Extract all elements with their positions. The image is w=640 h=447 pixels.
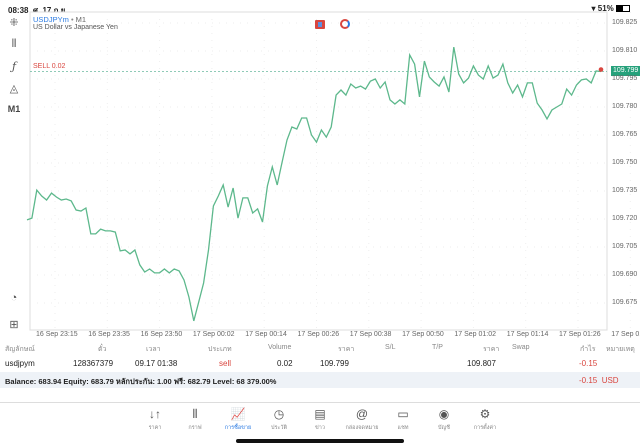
add-window-icon[interactable]: ⊞ [9,319,19,331]
crosshair-icon[interactable]: ⁜ [9,17,19,29]
flag-icon [315,20,325,29]
home-indicator [236,439,404,443]
tab-label: บัญชี [438,425,450,431]
tab-9[interactable]: ⚙ การตั้งค่า [465,407,505,432]
total-profit: -0.15 USD [579,376,619,385]
y-tick-label: 109.765 [612,131,638,138]
header-price: ราคา [483,346,500,353]
y-tick-label: 109.825 [612,19,638,26]
cell-symbol: usdjpym [5,359,35,368]
header-tp: T/P [432,344,443,351]
header-ticket: ตั๋ว [98,346,107,353]
tab-icon: ◷ [273,407,285,421]
tab-2[interactable]: ⫴ กราฟ [175,407,215,432]
cell-profit: -0.15 [579,359,598,368]
price-chart[interactable] [0,0,640,340]
header-volume: Volume [268,344,292,351]
y-tick-label: 109.720 [612,215,638,222]
header-type: ประเภท [208,346,232,353]
current-price-label: 109.799 [611,66,640,76]
tab-label: ราคา [148,425,162,431]
header-time: เวลา [146,346,161,353]
balance-row: Balance: 683.94 Equity: 683.79 หลักประกั… [0,372,640,388]
x-tick-label: 17 Sep 01:38 [611,331,640,338]
tab-8[interactable]: ◉ บัญชี [424,407,464,432]
cell-price: 109.807 [467,359,496,368]
tab-7[interactable]: ▭ แชท [383,407,423,432]
x-tick-label: 17 Sep 01:02 [454,331,497,338]
y-tick-label: 109.780 [612,103,638,110]
tab-icon: ⚙ [479,407,491,421]
cell-type: sell [219,359,232,368]
cell-ticket: 128367379 [73,359,114,368]
tab-icon: ▭ [397,407,409,421]
x-tick-label: 16 Sep 23:15 [36,331,78,338]
y-tick-label: 109.705 [612,243,638,250]
tab-label: ประวัติ [270,425,288,431]
objects-icon[interactable]: ◬ [9,83,19,95]
last-price-marker [598,67,604,72]
x-tick-label: 17 Sep 00:38 [349,331,392,338]
x-tick-label: 17 Sep 01:26 [559,331,601,338]
y-tick-label: 109.795 [612,75,638,82]
x-tick-label: 17 Sep 00:26 [297,331,340,338]
status-battery: ▾ 51% [592,4,630,13]
tab-label: การตั้งค่า [473,425,497,431]
tab-label: แชท [397,425,409,431]
header-profit: กำไร [580,346,596,353]
tab-5[interactable]: ▤ ข่าว [300,407,340,432]
x-tick-label: 17 Sep 01:14 [506,331,549,338]
cell-volume: 0.02 [277,359,293,368]
order-line-label: SELL 0.02 [33,63,66,70]
status-time: 08:38 ศ. 17 ก.ย. [8,6,68,15]
tab-label: การซื้อขาย [224,425,252,431]
y-tick-label: 109.690 [612,271,638,278]
chart-frame [29,11,608,331]
x-tick-label: 16 Sep 23:50 [140,331,183,338]
chart-symbol: USDJPYm • M1 [33,15,87,24]
cell-open-price: 109.799 [320,359,349,368]
tab-icon: @ [355,407,369,421]
header-swap: Swap [512,344,530,351]
tab-icon: 📈 [230,407,246,421]
y-tick-label: 109.810 [612,47,638,54]
candlestick-icon[interactable]: ⫴ [11,38,17,50]
x-tick-label: 17 Sep 00:50 [402,331,444,338]
tab-label: กราฟ [188,425,202,431]
tab-3[interactable]: 📈 การซื้อขาย [218,407,258,432]
y-tick-label: 109.750 [612,159,638,166]
tab-bar-divider [0,402,640,403]
header-symbol: สัญลักษณ์ [5,346,35,353]
y-tick-label: 109.675 [612,299,638,306]
timeframe-button[interactable]: M1 [7,104,21,114]
tab-6[interactable]: @ กล่องจดหมาย [342,407,382,432]
tab-1[interactable]: ↓↑ ราคา [135,407,175,432]
tab-icon: ◉ [438,407,450,421]
tab-4[interactable]: ◷ ประวัติ [259,407,299,432]
tab-icon: ↓↑ [149,407,161,421]
balance-text: Balance: 683.94 Equity: 683.79 หลักประกั… [5,377,277,386]
y-tick-label: 109.735 [612,187,638,194]
price-line [26,46,602,322]
chat-check-icon[interactable]: ◔ [10,292,18,304]
chart-description: US Dollar vs Japanese Yen [33,24,118,31]
x-tick-label: 16 Sep 23:35 [88,331,130,338]
tab-icon: ▤ [314,407,326,421]
x-tick-label: 17 Sep 00:14 [245,331,287,338]
tab-icon: ⫴ [192,407,198,421]
cell-time: 09.17 01:38 [135,359,178,368]
tab-label: กล่องจดหมาย [345,425,379,431]
indicator-icon[interactable]: ƒ [11,60,17,73]
header-sl: S/L [385,344,396,351]
header-open-price: ราคา [338,346,355,353]
one-click-trading-icon[interactable] [340,19,350,29]
tab-label: ข่าว [315,425,325,431]
header-comment: หมายเหตุ [606,346,635,353]
x-tick-label: 17 Sep 00:02 [192,331,235,338]
